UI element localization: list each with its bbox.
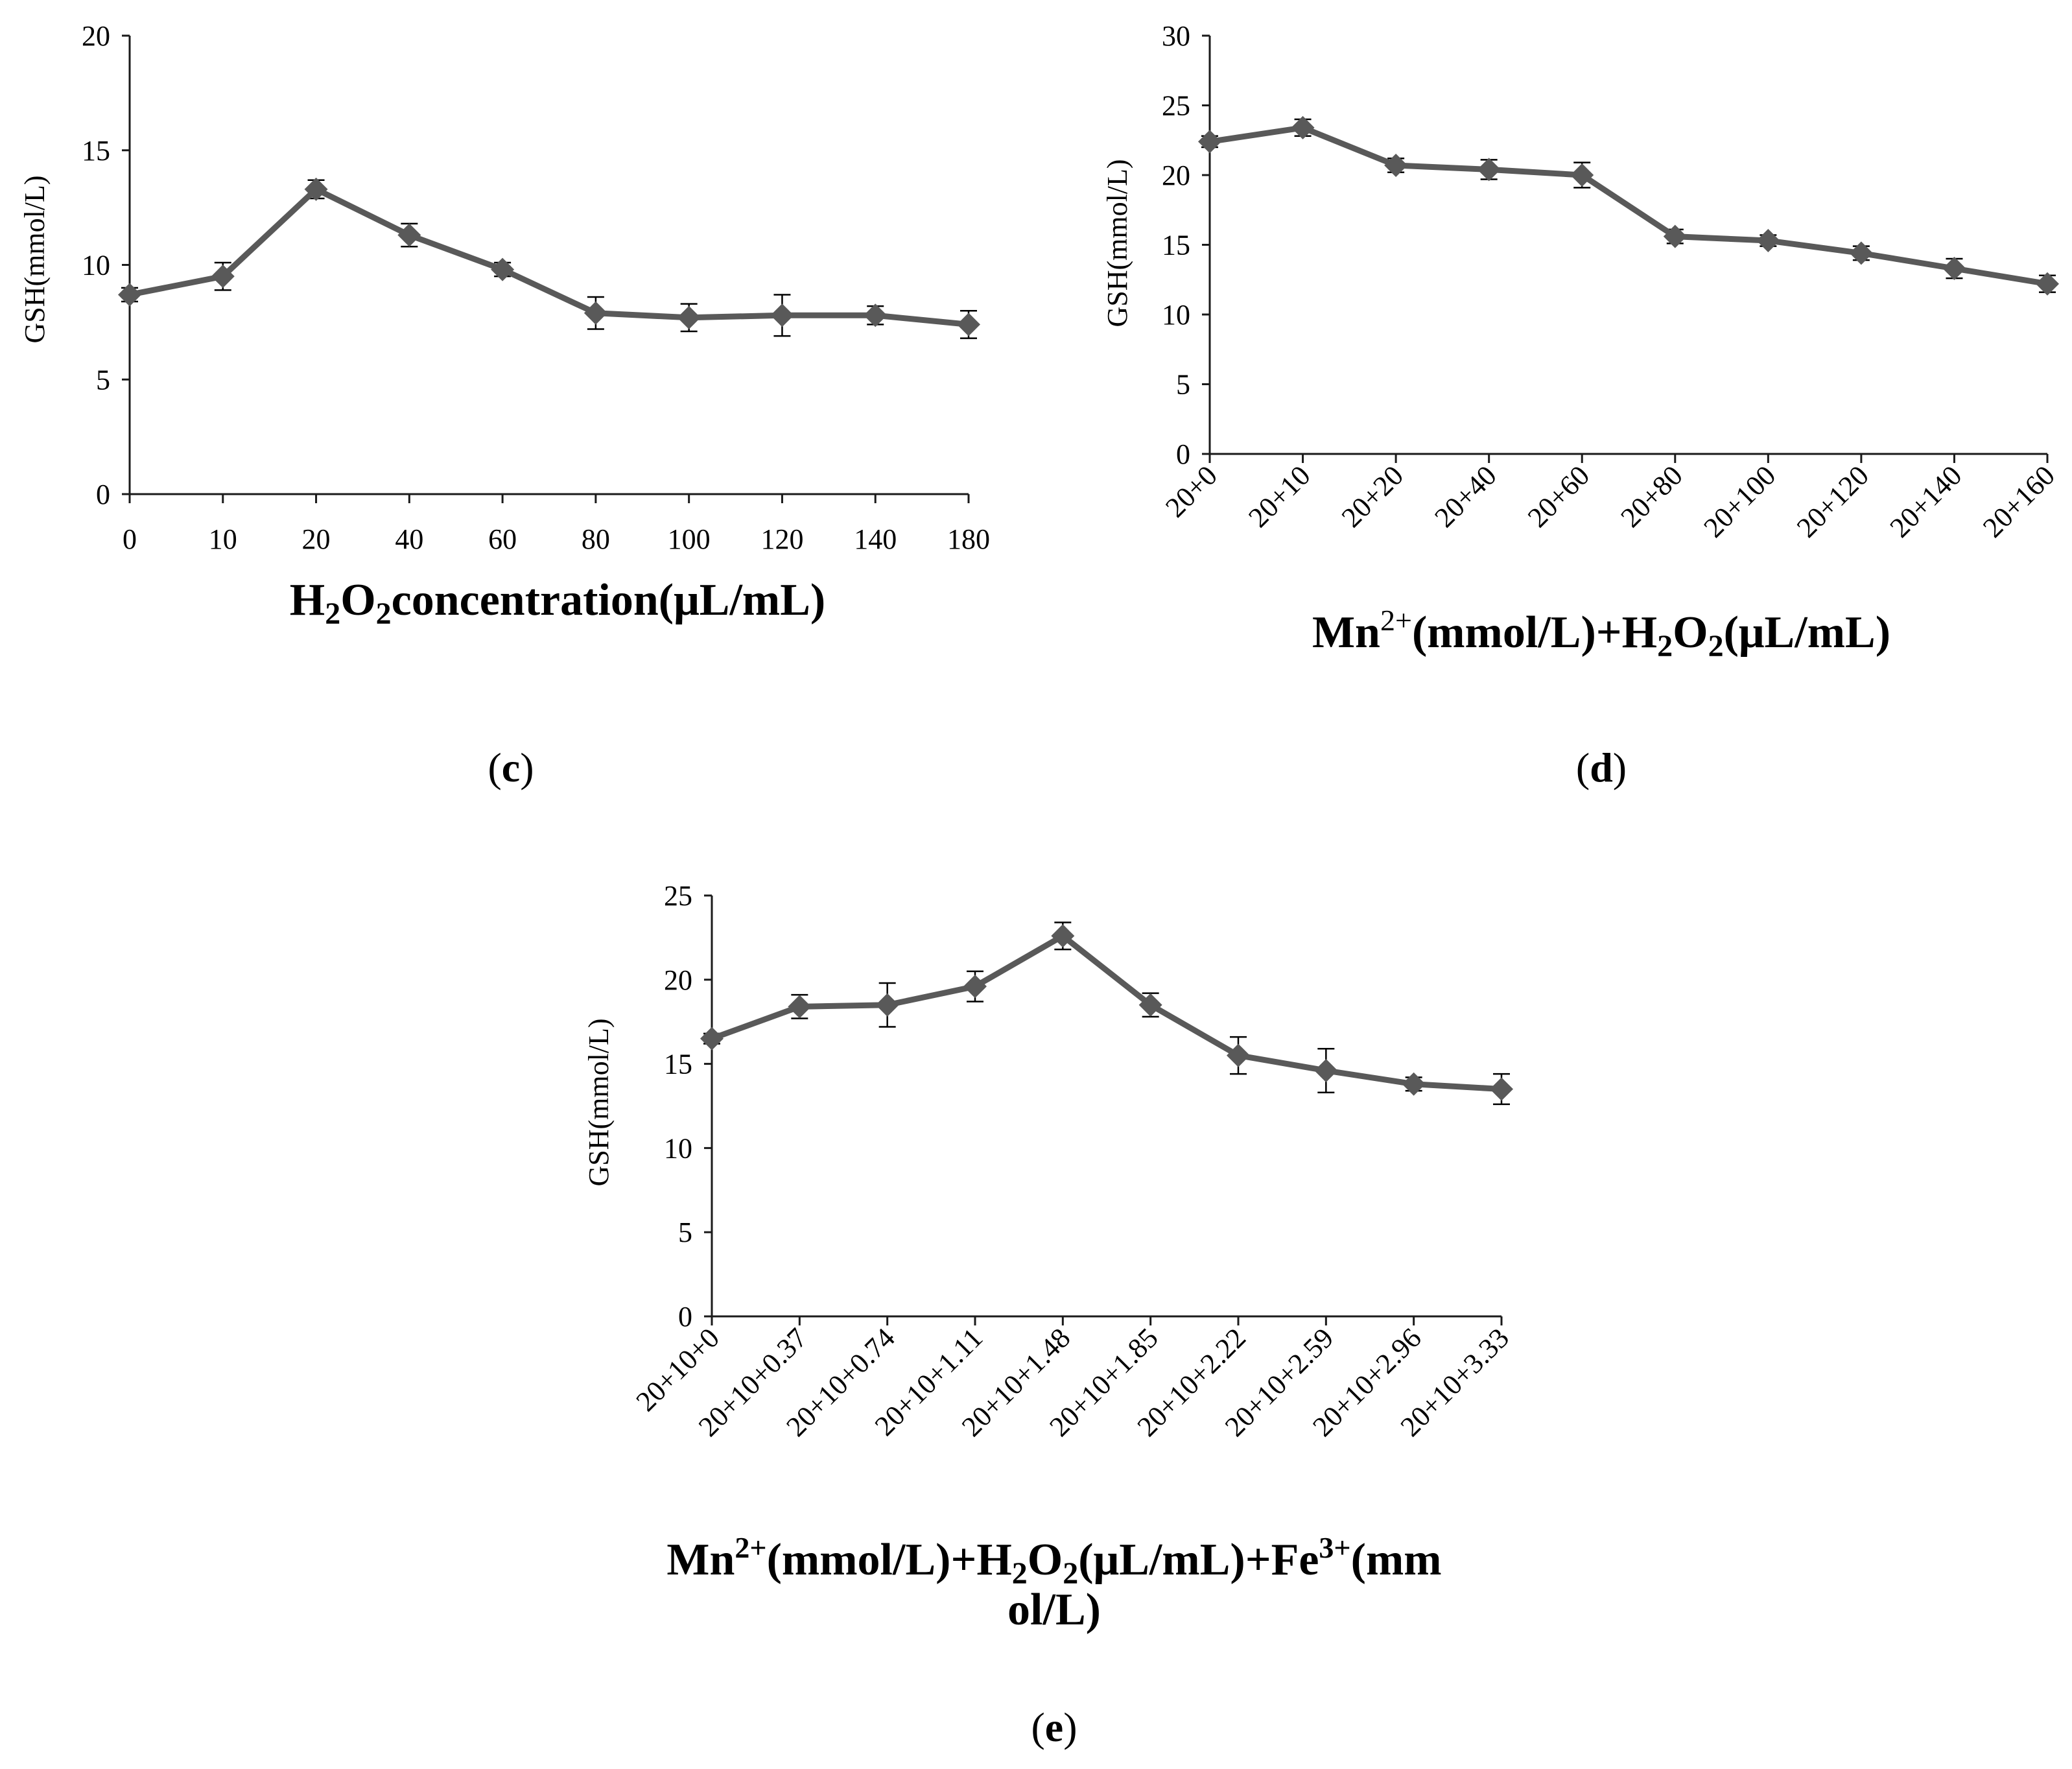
y-tick-label: 5 xyxy=(96,364,110,396)
data-point xyxy=(1849,241,1873,265)
data-point xyxy=(788,995,812,1019)
chart-e-x-axis-label-line2: ol/L) xyxy=(1007,1585,1101,1635)
chart-d-axes: 0 5 10 15 20 25 30 20+0 20+10 20+20 20+40 20+60 20+8… xyxy=(1159,20,2061,543)
x-tick-label: 20+0 xyxy=(1159,459,1223,523)
y-tick-label: 15 xyxy=(664,1049,692,1080)
chart-e-series xyxy=(700,921,1513,1106)
data-point xyxy=(1490,1077,1513,1101)
y-tick-label: 5 xyxy=(678,1217,692,1248)
chart-c-axes: 0 5 10 15 20 0 10 20 40 60 80 100 120 140 180 xyxy=(82,20,990,555)
y-tick-label: 15 xyxy=(82,135,110,167)
y-tick-label: 10 xyxy=(664,1132,692,1164)
data-point xyxy=(875,993,899,1017)
y-tick-label: 25 xyxy=(664,880,692,912)
chart-e-panel-label: (e) xyxy=(1031,1704,1077,1750)
y-tick-label: 25 xyxy=(1162,90,1190,122)
chart-e-y-axis-label: GSH(mmol/L) xyxy=(583,1018,615,1186)
data-point xyxy=(1756,229,1780,253)
x-tick-label: 100 xyxy=(668,523,711,555)
data-point xyxy=(1051,924,1075,948)
chart-e-axes: 051015202520+10+020+10+0.3720+10+0.7420+… xyxy=(630,880,1516,1443)
chart-d-x-axis-label: Mn2+(mmol/L)+H2O2(μL/mL) xyxy=(1312,604,1890,663)
data-point xyxy=(1663,224,1687,248)
x-tick-label: 20+40 xyxy=(1428,459,1502,533)
chart-e: 051015202520+10+020+10+0.3720+10+0.7420+… xyxy=(583,880,1515,1750)
data-point xyxy=(1384,153,1408,177)
x-tick-label: 20+100 xyxy=(1697,459,1782,543)
data-point xyxy=(211,265,235,289)
data-point xyxy=(1198,130,1221,154)
x-tick-label: 20+160 xyxy=(1977,459,2061,543)
x-tick-label: 20+10 xyxy=(1242,459,1316,533)
x-tick-label: 20+80 xyxy=(1614,459,1688,533)
y-tick-label: 30 xyxy=(1162,20,1190,52)
data-point xyxy=(1291,115,1315,139)
data-point xyxy=(864,303,888,327)
chart-c-panel-label: (c) xyxy=(488,744,534,790)
chart-c: 0 5 10 15 20 0 10 20 40 60 80 100 120 140 180 GSH(mmol… xyxy=(19,20,990,790)
y-tick-label: 10 xyxy=(1162,299,1190,331)
x-tick-label: 40 xyxy=(395,523,423,555)
data-point xyxy=(957,313,980,337)
x-tick-label: 60 xyxy=(488,523,517,555)
x-tick-label: 0 xyxy=(123,523,137,555)
data-point xyxy=(1942,257,1966,281)
chart-c-y-axis-label: GSH(mmol/L) xyxy=(19,175,51,343)
data-point xyxy=(677,305,701,329)
chart-d-panel-label: (d) xyxy=(1576,744,1627,790)
data-point xyxy=(583,301,607,325)
data-point xyxy=(397,223,421,247)
y-tick-label: 0 xyxy=(678,1301,692,1333)
x-tick-label: 20+60 xyxy=(1522,459,1595,533)
chart-d-series xyxy=(1198,115,2059,296)
series-line xyxy=(129,186,969,327)
chart-d: 0 5 10 15 20 25 30 20+0 20+10 20+20 20+40 20+60 20+8… xyxy=(1101,20,2061,790)
y-tick-label: 0 xyxy=(96,479,110,510)
x-tick-label: 120 xyxy=(760,523,803,555)
data-point xyxy=(770,303,794,327)
x-tick-label: 10 xyxy=(209,523,237,555)
y-tick-label: 20 xyxy=(82,20,110,52)
data-point xyxy=(491,257,515,281)
x-tick-label: 20+20 xyxy=(1336,459,1409,533)
data-point xyxy=(118,283,141,307)
data-point xyxy=(1138,993,1162,1017)
x-tick-label: 20 xyxy=(302,523,331,555)
y-tick-label: 15 xyxy=(1162,230,1190,261)
series-line xyxy=(711,932,1502,1093)
data-point xyxy=(2036,272,2059,296)
x-tick-label: 140 xyxy=(854,523,897,555)
y-tick-label: 0 xyxy=(1176,438,1190,470)
data-point xyxy=(304,177,328,201)
y-tick-label: 20 xyxy=(1162,160,1190,191)
y-tick-label: 10 xyxy=(82,250,110,281)
x-tick-label: 180 xyxy=(947,523,990,555)
y-tick-label: 5 xyxy=(1176,369,1190,401)
chart-d-y-axis-label: GSH(mmol/L) xyxy=(1101,159,1133,327)
series-line xyxy=(1209,125,2048,287)
data-point xyxy=(1227,1043,1250,1067)
data-point xyxy=(1477,158,1501,182)
data-point xyxy=(1402,1072,1426,1096)
data-point xyxy=(963,975,987,999)
chart-c-x-axis-label: H2O2concentration(μL/mL) xyxy=(290,575,826,631)
chart-c-series xyxy=(118,177,980,339)
x-tick-label: 80 xyxy=(582,523,610,555)
x-tick-label: 20+140 xyxy=(1884,459,1968,543)
data-point xyxy=(1570,163,1594,187)
y-tick-label: 20 xyxy=(664,964,692,996)
x-tick-label: 20+120 xyxy=(1791,459,1875,543)
data-point xyxy=(1314,1058,1338,1082)
data-point xyxy=(700,1027,724,1051)
chart-e-x-axis-label: Mn2+(mmol/L)+H2O2(μL/mL)+Fe3+(mm xyxy=(666,1531,1441,1591)
